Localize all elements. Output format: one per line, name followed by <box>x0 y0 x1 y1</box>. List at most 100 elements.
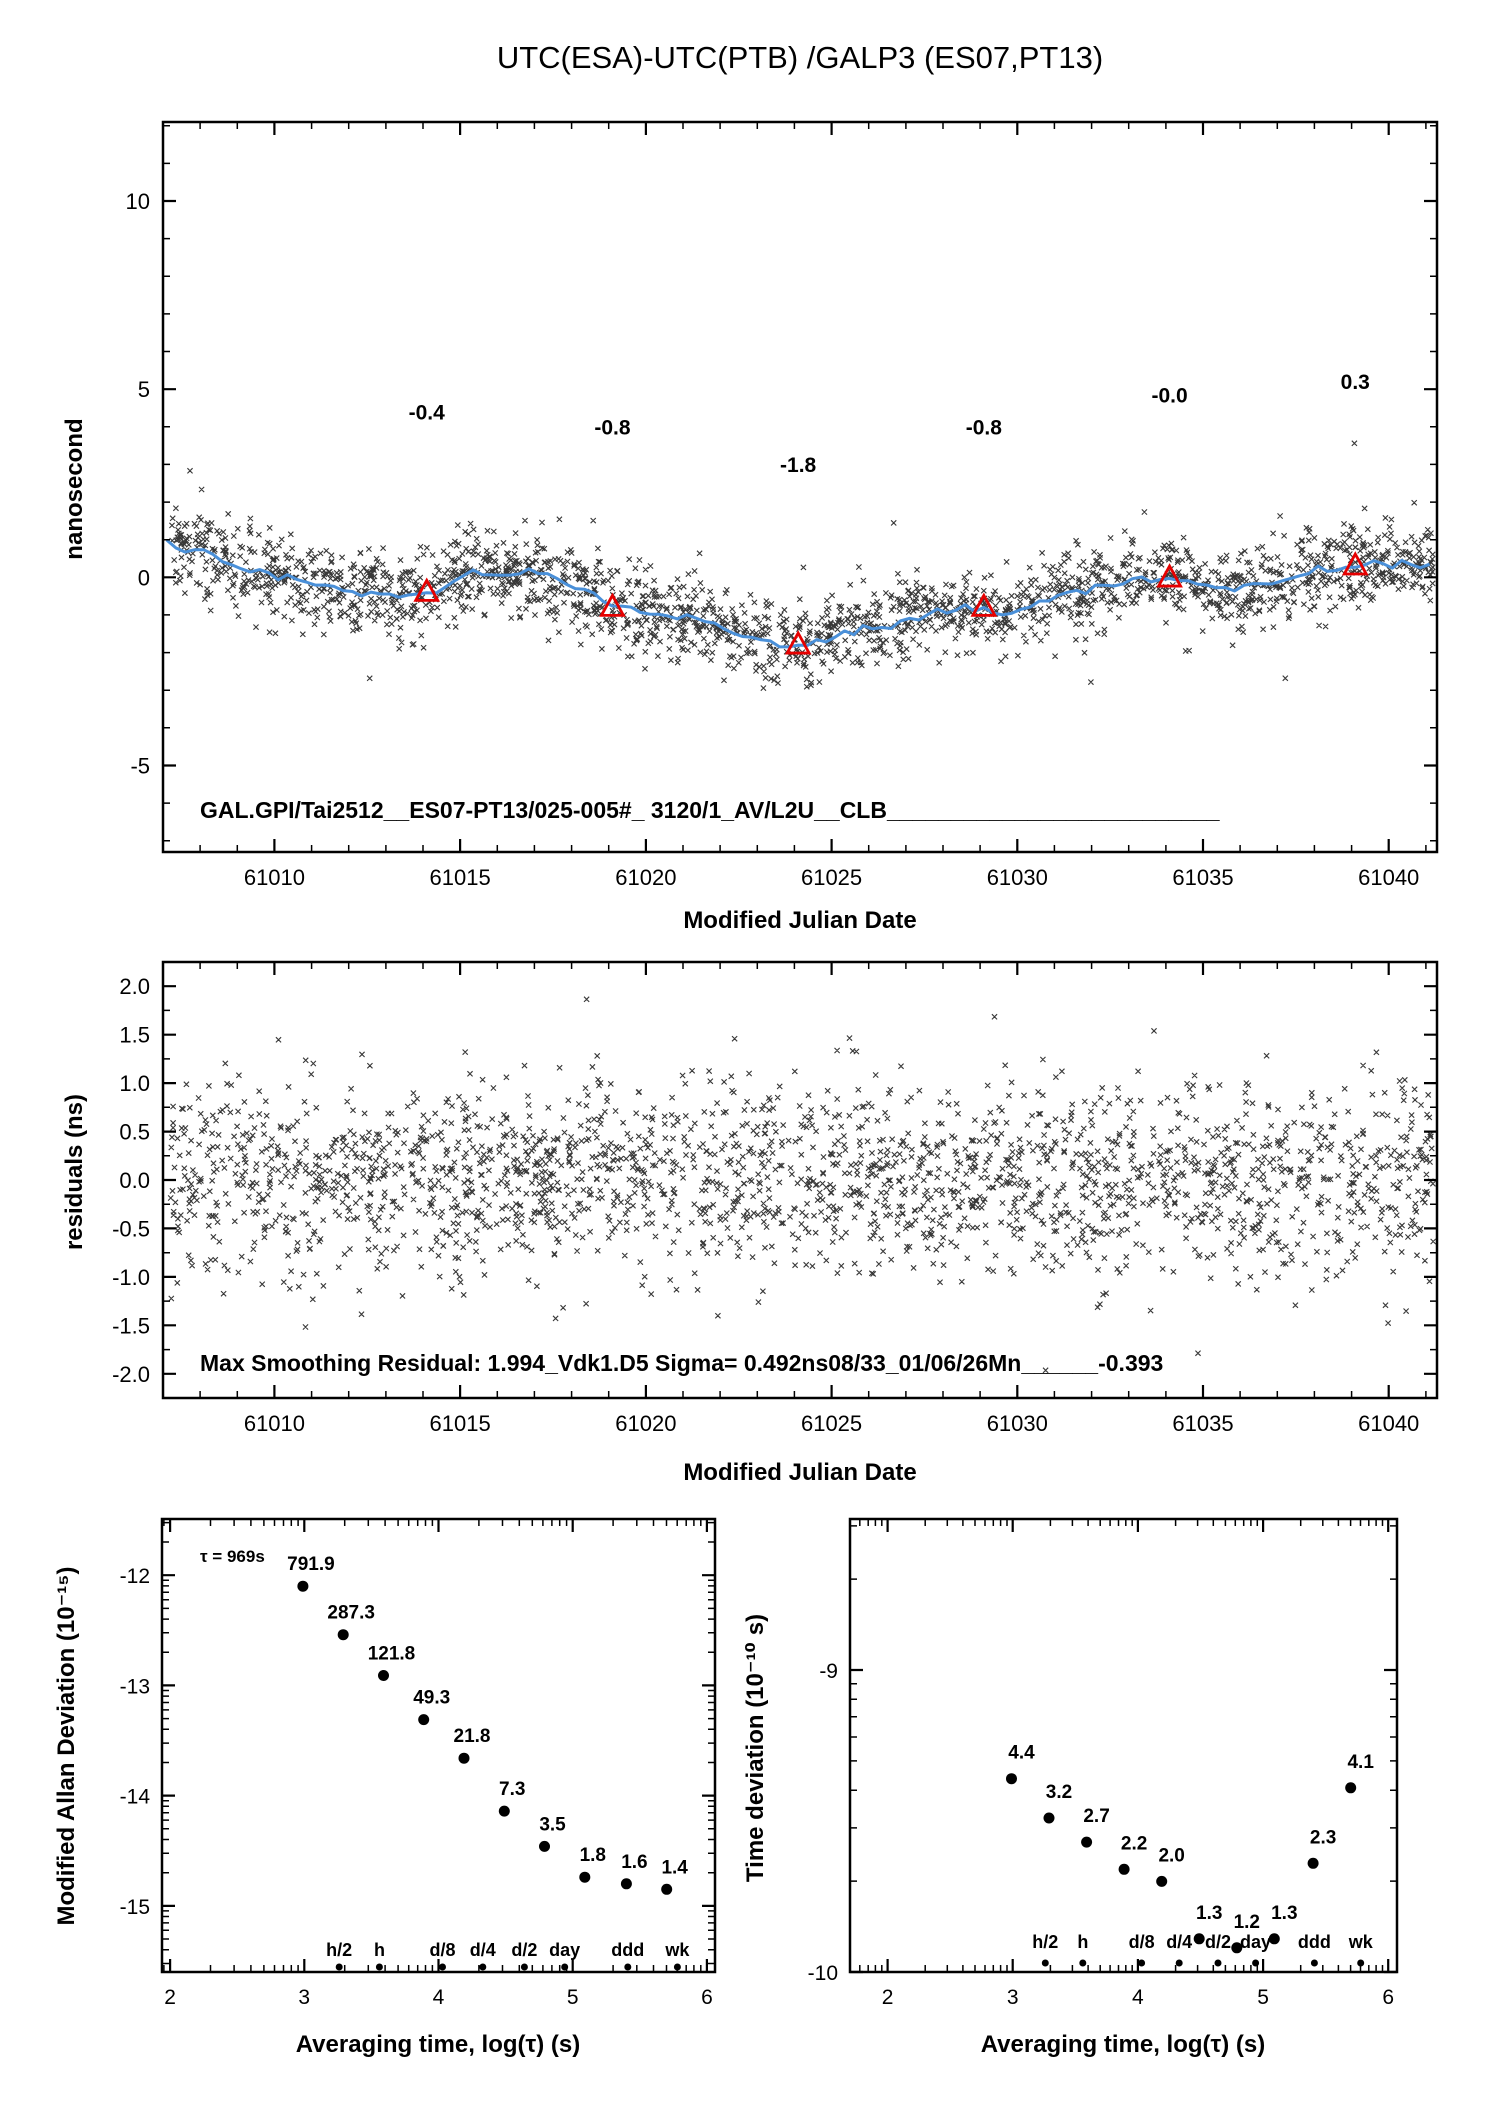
calibration-triangle <box>784 630 812 655</box>
time-mark-label: d/4 <box>1166 1932 1192 1952</box>
residuals-scatter-points <box>167 996 1437 1374</box>
time-mark-dot <box>439 1963 446 1971</box>
dev-value-label: 3.5 <box>539 1814 566 1835</box>
time-mark-dot <box>479 1963 487 1971</box>
dev-value-label: 1.8 <box>580 1845 606 1866</box>
dev-value-label: 1.3 <box>1271 1903 1297 1924</box>
x-tick-label: 61025 <box>801 1411 862 1436</box>
dev-point <box>1231 1942 1243 1954</box>
phase-annotation: GAL.GPI/Tai2512__ES07-PT13/025-005#_ 312… <box>200 797 1220 823</box>
mdev-y-axis-label: Modified Allan Deviation (10⁻¹⁵) <box>53 1566 80 1925</box>
dev-point <box>1118 1863 1130 1875</box>
dev-value-label: 121.8 <box>368 1644 416 1665</box>
x-tick-label: 3 <box>1007 1986 1019 2009</box>
dev-point <box>1156 1875 1168 1887</box>
time-mark-label: d/2 <box>1205 1932 1231 1952</box>
x-tick-label: 6 <box>1382 1986 1394 2009</box>
dev-point <box>1043 1812 1055 1824</box>
phase-y-axis-label: nanosecond <box>61 418 88 559</box>
calibration-triangle <box>599 592 626 617</box>
y-tick-label: 0 <box>138 565 150 590</box>
minor-tick-marks <box>162 122 1437 852</box>
time-mark-dot <box>1175 1959 1183 1967</box>
time-mark-label: h <box>374 1940 385 1960</box>
x-tick-label: 2 <box>882 1986 894 2009</box>
time-mark-label: wk <box>664 1940 690 1960</box>
time-mark-dot <box>624 1963 632 1971</box>
residuals-x-axis-label: Modified Julian Date <box>683 1459 916 1486</box>
offset-value-label: -0.4 <box>409 401 446 424</box>
figure-title: UTC(ESA)-UTC(PTB) /GALP3 (ES07,PT13) <box>497 40 1103 75</box>
dev-value-label: 1.6 <box>621 1852 647 1873</box>
axis-box-phase <box>161 120 1439 854</box>
dev-value-label: 4.1 <box>1347 1752 1374 1773</box>
dev-value-label: 1.3 <box>1196 1903 1222 1924</box>
time-mark-label: d/8 <box>1129 1932 1155 1952</box>
y-tick-label: -15 <box>120 1896 150 1919</box>
time-mark-dot <box>1041 1959 1049 1967</box>
major-tick-marks <box>162 1519 715 1972</box>
dev-value-label: 2.0 <box>1158 1845 1184 1866</box>
time-mark-dot <box>520 1963 528 1971</box>
dev-point <box>498 1805 510 1817</box>
dev-point <box>1193 1933 1205 1945</box>
dev-point <box>579 1871 591 1883</box>
residuals-annotation: Max Smoothing Residual: 1.994_Vdk1.D5 Si… <box>200 1350 1163 1376</box>
x-tick-label: 4 <box>1132 1986 1144 2009</box>
x-tick-label: 61025 <box>801 865 862 890</box>
x-tick-label: 61035 <box>1172 865 1233 890</box>
panel-tdev: 4.4 3.2 2.7 2.2 2.0 1.3 1.2 1.3 2.3 4.1 h/2 h d/8 d/4… <box>808 1517 1399 2009</box>
time-mark-dot <box>1252 1959 1260 1967</box>
dev-point <box>337 1629 349 1641</box>
dev-point <box>1268 1933 1280 1945</box>
plot-area-mdev <box>297 1580 673 1895</box>
dev-value-label: 791.9 <box>287 1554 335 1575</box>
dev-value-label: 7.3 <box>499 1779 525 1800</box>
phase-x-axis-label: Modified Julian Date <box>683 907 916 934</box>
time-mark-dot <box>375 1963 383 1971</box>
dev-point <box>378 1670 389 1681</box>
y-tick-label: -2.0 <box>112 1362 150 1387</box>
major-tick-marks <box>163 122 1437 852</box>
y-tick-label: -13 <box>120 1675 150 1698</box>
dev-value-label: 287.3 <box>327 1603 375 1624</box>
smoothed-line <box>165 538 1431 649</box>
y-tick-label: 0.5 <box>119 1120 150 1145</box>
time-mark-label: d/2 <box>511 1940 537 1960</box>
y-tick-label: -0.5 <box>112 1216 150 1241</box>
x-tick-label: 61040 <box>1358 865 1419 890</box>
panel-phase: -0.4 -0.8 -1.8 -0.8 -0.0 0.3 61010 61015 61020 61… <box>126 120 1439 890</box>
calibration-triangle <box>970 592 998 617</box>
y-tick-label: 2.0 <box>119 974 150 999</box>
y-tick-label: -12 <box>120 1565 150 1588</box>
tdev-x-axis-label: Averaging time, log(τ) (s) <box>981 2031 1266 2058</box>
y-tick-label: 1.0 <box>119 1071 150 1096</box>
panel-mdev: 791.9 287.3 121.8 49.321.8 7.3 3.5 1.8 1.6 1.4 h/… <box>120 1517 717 2009</box>
time-mark-label: h/2 <box>326 1940 352 1960</box>
minor-tick-marks <box>850 1519 1397 1972</box>
dev-value-label: 2.7 <box>1083 1806 1109 1827</box>
x-tick-label: 61020 <box>615 865 676 890</box>
dev-point <box>1006 1773 1017 1785</box>
axis-box-mdev <box>160 1517 717 1974</box>
dev-point <box>1345 1782 1357 1794</box>
x-tick-label: 6 <box>701 1986 713 2009</box>
dev-point <box>539 1840 550 1852</box>
tdev-y-axis-label: Time deviation (10⁻¹⁰ s) <box>742 1614 769 1882</box>
dev-value-label: 4.4 <box>1008 1743 1035 1764</box>
y-tick-label: -9 <box>819 1660 838 1683</box>
y-tick-label: 0.0 <box>119 1168 150 1193</box>
x-tick-label: 3 <box>298 1986 310 2009</box>
y-tick-label: 10 <box>126 189 150 214</box>
time-mark-label: wk <box>1348 1932 1374 1952</box>
x-tick-label: 5 <box>567 1986 579 2009</box>
y-tick-label: -14 <box>120 1786 151 1809</box>
calibration-triangle <box>1341 551 1369 576</box>
time-mark-label: h <box>1077 1932 1088 1952</box>
dev-point <box>620 1878 632 1890</box>
dev-point <box>1307 1857 1319 1869</box>
dev-value-label: 2.2 <box>1121 1833 1147 1854</box>
panel-residuals: 61010 61015 61020 61025 61030 61035 61040 -2.0 -… <box>112 960 1439 1436</box>
dev-point <box>661 1883 673 1895</box>
